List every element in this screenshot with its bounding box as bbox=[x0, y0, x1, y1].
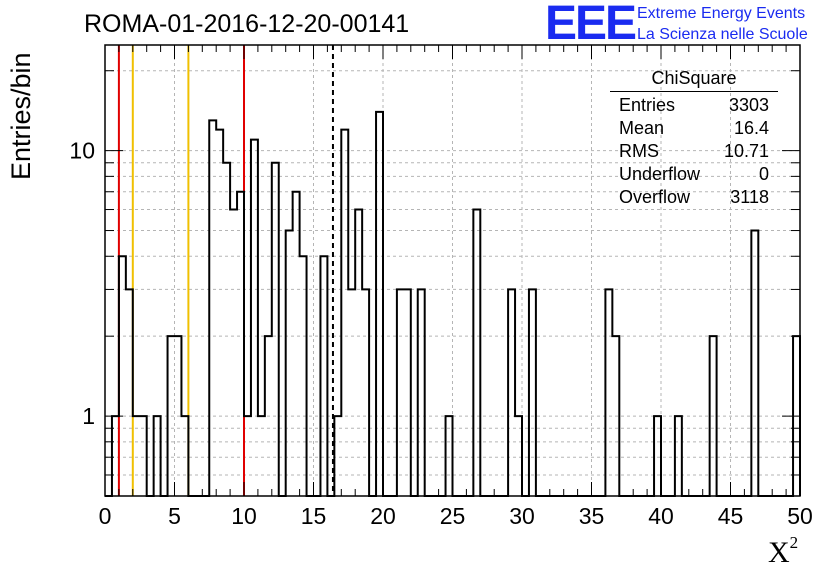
logo-line-1: Extreme Energy Events bbox=[637, 5, 806, 22]
stats-label: Mean bbox=[619, 118, 665, 138]
run-title: ROMA-01-2016-12-20-00141 bbox=[84, 10, 410, 38]
stats-label: Overflow bbox=[619, 187, 691, 207]
stats-label: Entries bbox=[619, 95, 676, 115]
x-axis-label-exponent: 2 bbox=[789, 533, 799, 552]
x-tick-label: 25 bbox=[440, 503, 466, 529]
stats-row-underflow: Underflow 0 bbox=[610, 163, 778, 186]
y-tick-labels: 1 10 bbox=[69, 138, 95, 429]
y-tick-label: 10 bbox=[69, 138, 95, 164]
x-tick-label: 10 bbox=[231, 503, 257, 529]
stats-box: ChiSquare Entries 3303 Mean 16.4 RMS 10.… bbox=[610, 68, 778, 209]
x-axis-label-base: X bbox=[768, 536, 790, 569]
x-tick-label: 35 bbox=[579, 503, 605, 529]
stats-value: 16.4 bbox=[733, 118, 769, 138]
y-axis-label: Entries/bin bbox=[6, 52, 36, 180]
x-tick-label: 40 bbox=[648, 503, 674, 529]
stats-value: 3303 bbox=[728, 95, 769, 115]
stats-title: ChiSquare bbox=[610, 68, 778, 92]
x-tick-label: 5 bbox=[168, 503, 181, 529]
x-tick-labels: 0 5 10 15 20 25 30 35 40 45 50 bbox=[99, 503, 813, 529]
stats-row-mean: Mean 16.4 bbox=[610, 117, 778, 140]
stats-value: 0 bbox=[758, 164, 769, 184]
stats-value: 3118 bbox=[730, 187, 769, 207]
y-tick-label: 1 bbox=[82, 403, 95, 429]
logo-line-2: La Scienza nelle Scuole bbox=[637, 26, 808, 43]
stats-value: 10.71 bbox=[723, 141, 769, 161]
stats-row-entries: Entries 3303 bbox=[610, 94, 778, 117]
logo-mark: EEE bbox=[545, 0, 637, 50]
x-tick-label: 45 bbox=[718, 503, 744, 529]
stats-label: RMS bbox=[619, 141, 659, 161]
axes-frame bbox=[104, 44, 801, 497]
grid-lines bbox=[105, 45, 800, 496]
x-tick-label: 50 bbox=[787, 503, 813, 529]
x-tick-label: 20 bbox=[370, 503, 396, 529]
x-tick-label: 0 bbox=[99, 503, 112, 529]
stats-row-overflow: Overflow 3118 bbox=[610, 186, 778, 209]
x-tick-label: 15 bbox=[301, 503, 327, 529]
x-axis-label: X2 bbox=[768, 533, 798, 570]
x-tick-label: 30 bbox=[509, 503, 535, 529]
stats-label: Underflow bbox=[619, 164, 701, 184]
stats-row-rms: RMS 10.71 bbox=[610, 140, 778, 163]
